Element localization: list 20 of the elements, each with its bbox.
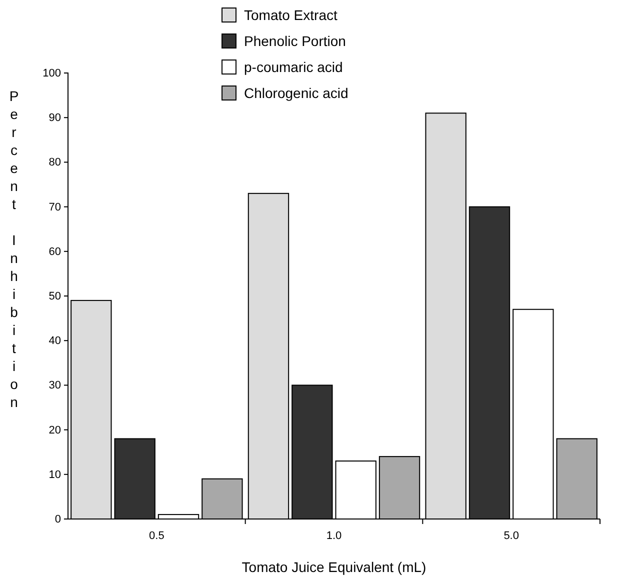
x-tick-label: 0.5 (149, 530, 164, 542)
y-tick-label: 10 (48, 468, 61, 481)
y-tick-label: 20 (48, 424, 61, 436)
y-tick-label: 40 (48, 335, 61, 348)
y-tick-label: 100 (42, 68, 61, 80)
legend-label: Chlorogenic acid (244, 85, 348, 101)
y-tick-label: 70 (48, 201, 61, 214)
legend-label: p-coumaric acid (244, 59, 343, 75)
y-tick-label: 50 (48, 290, 61, 303)
x-axis-title: Tomato Juice Equivalent (mL) (242, 559, 426, 575)
y-tick-label: 90 (48, 112, 61, 124)
legend-label: Tomato Extract (244, 7, 338, 23)
y-axis-title: Percent Inhibition (6, 88, 22, 412)
legend-label: Phenolic Portion (244, 33, 346, 49)
y-tick-label: 30 (48, 380, 61, 392)
y-tick-label: 0 (54, 514, 61, 526)
x-tick-label: 5.0 (504, 530, 519, 542)
y-tick-label: 80 (48, 156, 61, 169)
y-tick-label: 60 (48, 246, 61, 258)
x-tick-label: 1.0 (326, 530, 342, 542)
